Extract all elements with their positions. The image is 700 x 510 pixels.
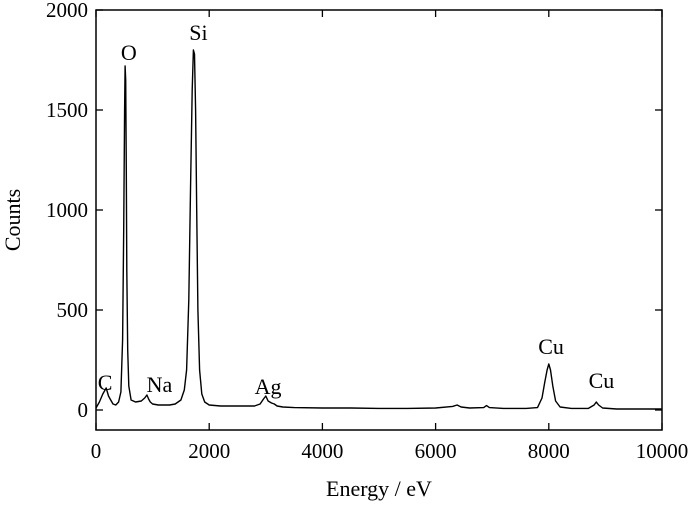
- x-tick-label: 2000: [188, 439, 230, 463]
- y-tick-label: 500: [57, 298, 89, 322]
- y-axis-title: Counts: [0, 189, 25, 251]
- plot-area-frame: [95, 9, 663, 431]
- x-tick-label: 8000: [528, 439, 570, 463]
- x-tick-label: 4000: [301, 439, 343, 463]
- peak-label-c: C: [98, 370, 113, 395]
- y-tick-label: 2000: [46, 0, 88, 22]
- annotations-layer: C O Si Na Ag Cu Cu: [98, 20, 615, 399]
- tick-labels-layer: 0 2000 4000 6000 8000 10000 0 500 1000 1500 2000: [46, 0, 688, 463]
- peak-label-o: O: [121, 40, 137, 65]
- ticks-layer: [95, 9, 663, 430]
- peak-label-na: Na: [147, 372, 173, 397]
- peak-label-cu: Cu: [538, 334, 564, 359]
- y-tick-label: 1000: [46, 198, 88, 222]
- y-tick-label: 1500: [46, 98, 88, 122]
- y-tick-label: 0: [78, 398, 89, 422]
- peak-label-cu: Cu: [589, 368, 615, 393]
- spectrum-line: [95, 49, 662, 410]
- peak-label-ag: Ag: [255, 374, 282, 399]
- x-tick-label: 6000: [415, 439, 457, 463]
- x-tick-label: 0: [91, 439, 102, 463]
- x-tick-label: 10000: [636, 439, 689, 463]
- peak-label-si: Si: [189, 20, 207, 45]
- x-axis-title: Energy / eV: [326, 476, 432, 501]
